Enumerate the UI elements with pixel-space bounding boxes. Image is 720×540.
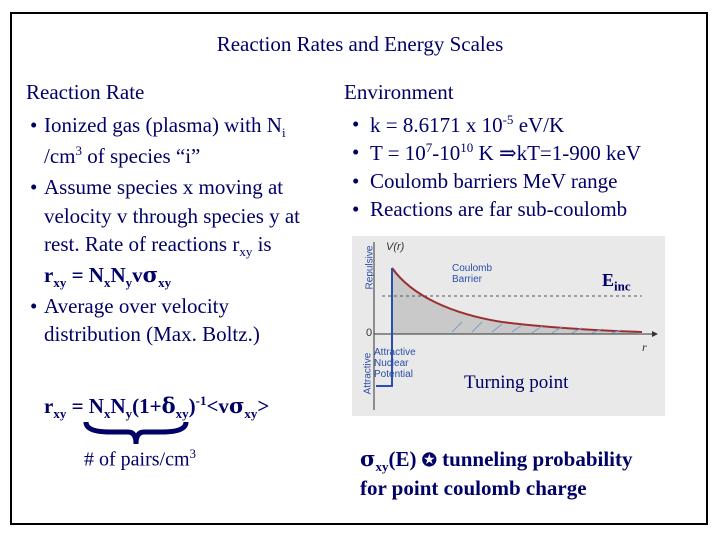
bullet-3-line-2: distribution (Max. Boltz.) <box>44 322 260 346</box>
averaged-rate-equation: rxy = NxNy(1+δxy)-1<vσxy> <box>44 393 270 422</box>
env-bullet-4-marker: • <box>352 197 360 221</box>
bullet-2-line-3: rest. Rate of reactions rxy is <box>44 232 272 260</box>
bullet-2-line-2: velocity v through species y at <box>44 204 301 228</box>
repulsive-label: Repulsive <box>364 245 376 290</box>
coulomb-barrier-plot <box>352 236 665 416</box>
pairs-label: # of pairs/cm3 <box>84 446 197 471</box>
reaction-rate-heading: Reaction Rate <box>26 80 145 104</box>
bullet-2-marker: • <box>30 175 38 199</box>
r-axis-label: r <box>642 340 647 354</box>
coulomb-barrier-range: Coulomb barriers MeV range <box>370 169 618 193</box>
env-bullet-1-marker: • <box>352 112 360 136</box>
potential-axis-label: V(r) <box>386 241 405 253</box>
slide-title: Reaction Rates and Energy Scales <box>216 32 504 56</box>
temperature-range: T = 107-1010 K ⇒kT=1-900 keV <box>370 140 641 165</box>
bullet-1-line-2: /cm3 of species “i” <box>44 143 201 168</box>
coulomb-barrier-label: Coulomb Barrier <box>452 263 493 285</box>
incident-energy-label: Einc <box>602 270 631 294</box>
bullet-1-marker: • <box>30 113 38 137</box>
turning-point-label: Turning point <box>464 372 569 393</box>
bullet-2-line-1: Assume species x moving at <box>44 175 284 199</box>
tunneling-probability-line: σxy(E) ✪ tunneling probability <box>360 446 633 475</box>
slide-frame <box>10 12 708 525</box>
underbrace-icon <box>83 421 189 445</box>
rate-equation: rxy = NxNyvσxy <box>44 262 172 291</box>
bullet-3-line-1: Average over velocity <box>44 294 230 318</box>
boltzmann-constant: k = 8.6171 x 10-5 eV/K <box>370 112 565 137</box>
bullet-3-marker: • <box>30 294 38 318</box>
zero-label: 0 <box>366 327 373 339</box>
sub-coulomb-statement: Reactions are far sub-coulomb <box>370 197 628 221</box>
env-bullet-2-marker: • <box>352 140 360 164</box>
point-coulomb-charge-line: for point coulomb charge <box>360 476 587 500</box>
environment-heading: Environment <box>344 80 454 104</box>
env-bullet-3-marker: • <box>352 169 360 193</box>
nuclear-potential-label: Attractive Nuclear Potential <box>374 347 416 380</box>
bullet-1-line-1: Ionized gas (plasma) with Ni <box>44 113 286 141</box>
attractive-label: Attractive <box>362 352 374 395</box>
